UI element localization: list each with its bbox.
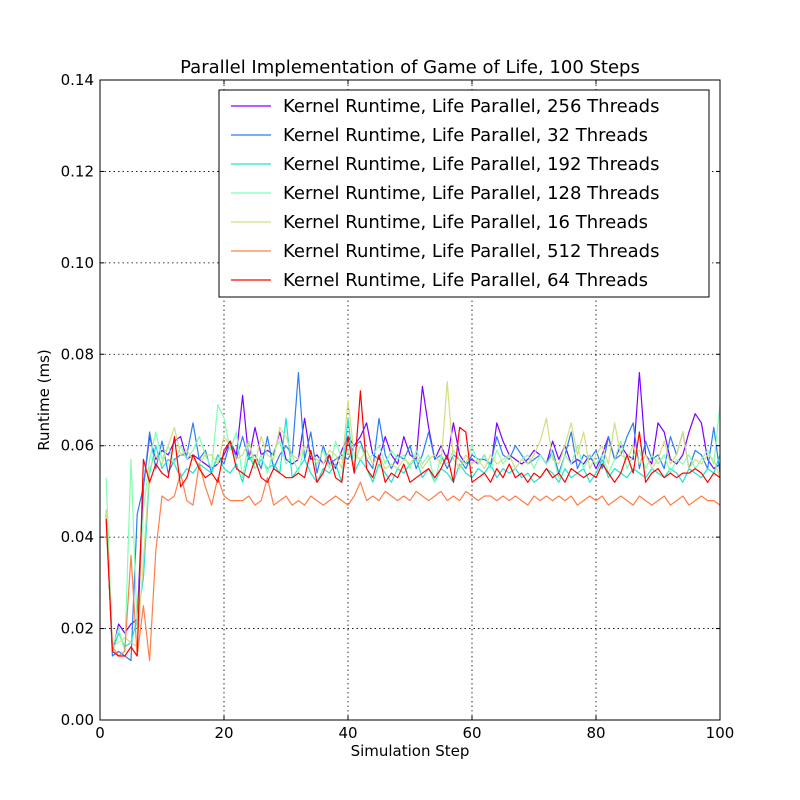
- legend-box: [218, 89, 710, 298]
- ticks: 0 20 40 60 80 100 0.00 0.02 0.04 0.06 0.08 0.10 0.12…: [61, 71, 735, 742]
- x-tick-label: 60: [462, 724, 481, 742]
- x-tick-label: 100: [706, 724, 735, 742]
- series-line-4: [105, 381, 721, 648]
- legend: Kernel Runtime, Life Parallel, 256 Threa…: [218, 89, 710, 298]
- y-tick-label: 0.04: [61, 528, 94, 546]
- chart-title: Parallel Implementation of Game of Life,…: [180, 57, 640, 78]
- y-tick-label: 0.10: [61, 254, 94, 272]
- y-axis-title: Runtime (ms): [35, 349, 53, 451]
- x-tick-label: 20: [214, 724, 233, 742]
- series-layer: [105, 372, 721, 662]
- legend-label: Kernel Runtime, Life Parallel, 256 Threa…: [283, 96, 659, 117]
- series-line-5: [105, 463, 721, 662]
- plot-frame: [99, 79, 721, 721]
- y-tick-label: 0.06: [61, 437, 94, 455]
- legend-label: Kernel Runtime, Life Parallel, 128 Threa…: [283, 183, 659, 204]
- x-axis-title: Simulation Step: [351, 742, 470, 760]
- legend-label: Kernel Runtime, Life Parallel, 64 Thread…: [283, 270, 648, 291]
- y-tick-label: 0.02: [61, 620, 94, 638]
- legend-label: Kernel Runtime, Life Parallel, 192 Threa…: [283, 154, 659, 175]
- legend-label: Kernel Runtime, Life Parallel, 16 Thread…: [283, 212, 648, 233]
- legend-label: Kernel Runtime, Life Parallel, 32 Thread…: [283, 125, 648, 146]
- x-tick-label: 80: [586, 724, 605, 742]
- series-line-2: [105, 417, 721, 653]
- x-tick-label: 40: [338, 724, 357, 742]
- y-tick-label: 0.00: [61, 711, 94, 729]
- series-line-6: [105, 390, 721, 657]
- legend-label: Kernel Runtime, Life Parallel, 512 Threa…: [283, 241, 659, 262]
- x-tick-label: 0: [95, 724, 105, 742]
- y-tick-label: 0.12: [61, 162, 94, 180]
- y-tick-label: 0.14: [61, 71, 94, 89]
- y-tick-label: 0.08: [61, 345, 94, 363]
